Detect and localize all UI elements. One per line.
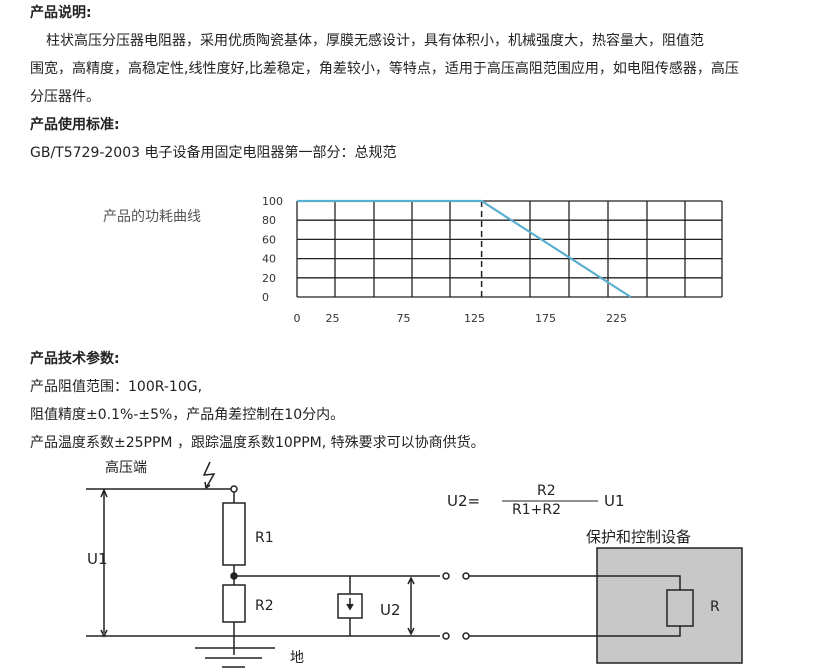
y-tick-label: 100 (262, 195, 283, 208)
y-tick-label: 60 (262, 233, 276, 246)
params-line: 产品温度系数±25PPM ，跟踪温度系数10PPM, 特殊要求可以协商供货。 (30, 435, 485, 451)
standard-text: GB/T5729-2003 电子设备用固定电阻器第一部分：总规范 (30, 145, 397, 161)
x-tick-label: 175 (535, 312, 556, 325)
desc-heading: 产品说明: (30, 5, 92, 21)
params-heading: 产品技术参数: (30, 351, 120, 367)
x-tick-label: 75 (397, 312, 411, 325)
params-line: 阻值精度±0.1%-±5%，产品角差控制在10分内。 (30, 407, 345, 423)
r2-label: R2 (255, 598, 274, 614)
r2-resistor (222, 584, 246, 623)
y-tick-label: 20 (262, 272, 276, 285)
desc-line: 围宽，高精度，高稳定性,线性度好,比差稳定，角差较小，等特点，适用于高压高阻范围… (30, 61, 739, 77)
params-line: 产品阻值范围：100R-10G, (30, 379, 203, 395)
y-tick-label: 80 (262, 214, 276, 227)
formula-rhs: U1 (604, 492, 625, 510)
ground-label: 地 (290, 650, 304, 666)
x-tick-label: 0 (294, 312, 301, 325)
formula-denominator: R1+R2 (512, 502, 561, 518)
desc-line: 分压器件。 (30, 89, 100, 105)
r1-label: R1 (255, 530, 274, 546)
x-tick-label: 25 (326, 312, 340, 325)
r-label: R (710, 599, 720, 615)
chart-title: 产品的功耗曲线 (103, 209, 201, 225)
power-curve-chart: 100 80 60 40 20 0 0 25 75 125 175 225 (262, 195, 723, 325)
hv-label: 高压端 (105, 460, 147, 476)
power-curve-line (297, 199, 632, 298)
y-tick-label: 40 (262, 253, 276, 266)
u1-label: U1 (87, 550, 108, 568)
standard-heading: 产品使用标准: (30, 117, 120, 133)
y-tick-label: 0 (262, 291, 269, 304)
x-tick-label: 225 (606, 312, 627, 325)
load-resistor (666, 589, 694, 627)
r1-resistor (222, 502, 246, 566)
desc-line: 柱状高压分压器电阻器，采用优质陶瓷基体，厚膜无感设计，具有体积小，机械强度大，热… (46, 33, 704, 49)
formula-lhs: U2= (447, 492, 481, 510)
formula-numerator: R2 (537, 483, 556, 499)
x-tick-label: 125 (464, 312, 485, 325)
lightning-icon (202, 461, 216, 489)
device-label: 保护和控制设备 (586, 528, 692, 546)
u2-label: U2 (380, 601, 401, 619)
